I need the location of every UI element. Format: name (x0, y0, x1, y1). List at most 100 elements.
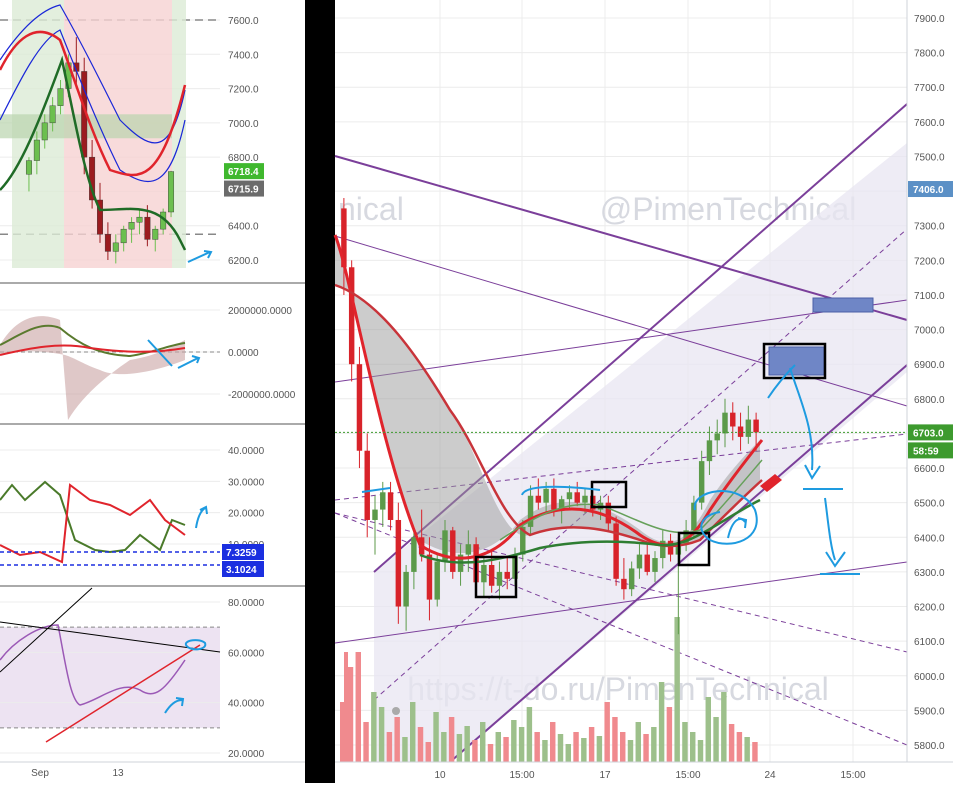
candle-body (372, 509, 378, 520)
ma-slow-red (334, 283, 763, 548)
volume-bar (425, 742, 431, 762)
volume-bar (713, 717, 719, 762)
rsi-line (0, 624, 186, 706)
candle-body (582, 495, 588, 503)
candle-body (566, 492, 573, 500)
volume-bar (433, 712, 439, 762)
osc1-line-green (0, 324, 186, 358)
candle-body (356, 364, 363, 451)
left-candle-body (49, 105, 56, 124)
volume-bar (705, 697, 711, 762)
left-price-tick: 6200.0 (228, 256, 259, 267)
candle-body (605, 502, 612, 524)
candle-body (753, 419, 759, 433)
left-badge-last (224, 180, 264, 197)
osc2-annotation (195, 505, 208, 529)
candle-body (551, 488, 557, 510)
candle-body (574, 492, 580, 503)
small-dot (392, 707, 400, 715)
left-price-tick: 7600.0 (228, 16, 259, 27)
volume-bar (526, 707, 533, 762)
annotation-stroke (521, 485, 601, 496)
osc1-annotation (147, 339, 201, 369)
highlight-box-1 (474, 555, 518, 599)
candle-body (628, 568, 635, 590)
volume-bar (728, 724, 735, 762)
main-annotations (361, 297, 874, 715)
volume-bar (565, 744, 571, 762)
osc1-area (0, 316, 185, 420)
left-candle-body (57, 88, 64, 106)
left-candle-body (168, 171, 175, 213)
price-badge-countdown (908, 442, 953, 459)
left-band-blue-lower (0, 29, 186, 183)
rsi-trend-black-2 (0, 621, 221, 653)
annotation-arrow (727, 517, 748, 539)
left-oscillator-1: 2000000.0000 0.0000 -2000000.0000 (0, 306, 305, 425)
candle-body (403, 571, 409, 607)
volume-bar (456, 734, 463, 762)
rsi-tick: 80.0000 (228, 598, 265, 609)
osc2-tick: 20.0000 (228, 509, 265, 520)
left-price-tick: 6800.0 (228, 153, 259, 164)
left-price-tick: 7400.0 (228, 50, 259, 61)
candle-body (535, 495, 542, 503)
volume-bar (542, 740, 548, 762)
volume-bar (581, 738, 587, 762)
candle-body (488, 564, 495, 586)
osc2-tick: 40.0000 (228, 446, 265, 457)
price-badge-label: 6703.0 (913, 428, 944, 439)
volume-bar (347, 667, 354, 762)
candle-body (481, 564, 487, 583)
osc2-line-red (0, 483, 186, 564)
volume-bar (511, 720, 517, 762)
volume-bar (402, 737, 408, 762)
main-price-tick: 6400.0 (914, 533, 945, 544)
main-time-tick: 10 (434, 770, 446, 781)
candle-body (543, 488, 549, 503)
candle-body (722, 412, 728, 434)
left-candle-body (128, 222, 135, 230)
main-time-tick: 15:00 (840, 770, 865, 781)
support-line-lower (334, 561, 908, 644)
target-box-frame (762, 342, 827, 380)
left-candle-body (144, 216, 151, 240)
price-badge-marker (908, 181, 953, 198)
osc2-badge-label: 7.3259 (226, 548, 257, 559)
left-time-tick: Sep (31, 768, 49, 779)
volume-bar (495, 732, 501, 762)
left-price-axis: 7600.07400.07200.07000.06800.06600.06400… (0, 16, 305, 284)
main-price-tick: 7500.0 (914, 152, 945, 163)
candle-body (527, 495, 534, 527)
main-panel: @PimenTechnical https://t-do.ru/PimenTec… (333, 0, 953, 783)
candle-body (364, 450, 370, 520)
volume-bar (635, 722, 641, 762)
target-box-upper (812, 297, 874, 313)
highlight-box-2 (590, 480, 628, 509)
candle-body (652, 558, 658, 572)
candle-body (380, 492, 386, 510)
main-ma-cloud (335, 235, 760, 554)
candle-body (644, 554, 650, 572)
main-price-tick: 6100.0 (914, 637, 945, 648)
volume-bar (612, 717, 618, 762)
main-price-tick: 7800.0 (914, 49, 945, 60)
left-candle-body (112, 242, 119, 252)
rsi-annotation-arrow (164, 697, 185, 714)
osc1-tick: 0.0000 (228, 348, 259, 359)
left-ma-red (0, 30, 187, 177)
left-time-axis: Sep 13 (0, 761, 305, 779)
highlight-box-3 (677, 531, 711, 567)
main-price-tick: 7100.0 (914, 291, 945, 302)
candle-body (558, 499, 565, 510)
volume-bar (363, 722, 369, 762)
main-time-tick: 15:00 (509, 770, 534, 781)
panel-divider (305, 0, 335, 783)
main-time-tick: 15:00 (675, 770, 700, 781)
main-price-tick: 7700.0 (914, 83, 945, 94)
candle-body (442, 530, 448, 562)
main-xaxis-bg (335, 762, 953, 783)
